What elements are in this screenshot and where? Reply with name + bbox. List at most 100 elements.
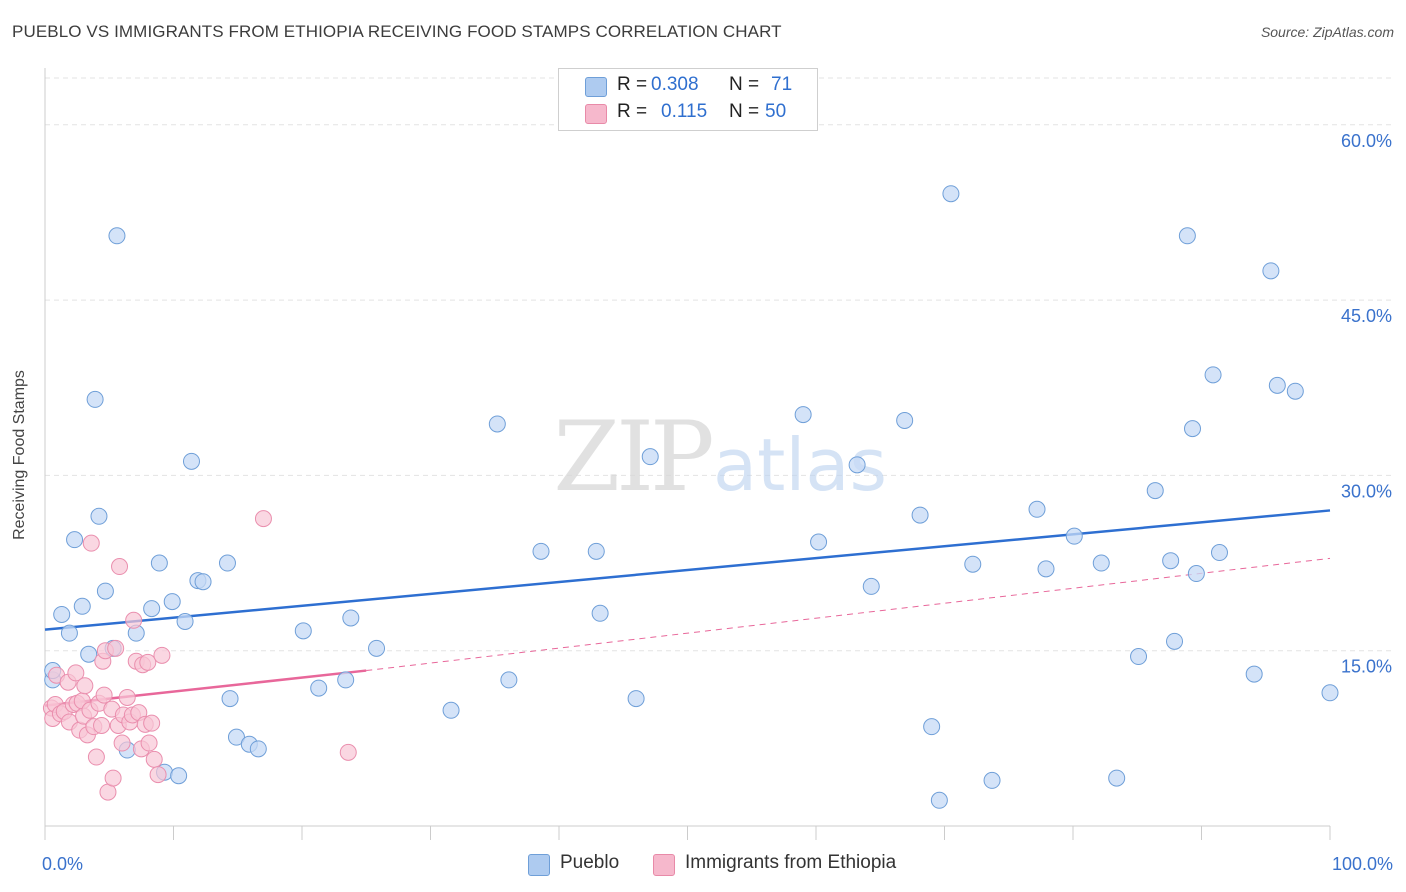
n-value-pueblo: 71: [771, 74, 793, 95]
x-tick-label: 0.0%: [42, 854, 83, 874]
chart-title: PUEBLO VS IMMIGRANTS FROM ETHIOPIA RECEI…: [12, 22, 782, 41]
point-pueblo: [1108, 769, 1126, 787]
point-pueblo: [1204, 366, 1222, 384]
point-pueblo: [923, 718, 941, 736]
point-pueblo: [1065, 527, 1083, 545]
chart-legend: Pueblo Immigrants from Ethiopia: [0, 852, 1406, 878]
x-tick-label: 100.0%: [1332, 854, 1393, 874]
point-pueblo: [294, 622, 312, 640]
point-ethiopia: [125, 611, 143, 629]
point-pueblo: [862, 577, 880, 595]
point-pueblo: [163, 593, 181, 611]
point-pueblo: [848, 456, 866, 474]
point-pueblo: [182, 452, 200, 470]
point-ethiopia: [118, 688, 136, 706]
point-pueblo: [983, 771, 1001, 789]
watermark-zip: ZIP: [553, 401, 712, 513]
point-pueblo: [249, 740, 267, 758]
axes: [44, 68, 1331, 840]
point-ethiopia: [111, 558, 129, 576]
stats-swatch-pueblo: [585, 77, 607, 97]
point-pueblo: [342, 609, 360, 627]
point-pueblo: [1268, 376, 1286, 394]
n-label: N =: [729, 74, 760, 95]
point-pueblo: [1321, 684, 1339, 702]
point-ethiopia: [149, 766, 167, 784]
point-pueblo: [794, 406, 812, 424]
point-pueblo: [442, 701, 460, 719]
point-pueblo: [143, 600, 161, 618]
point-ethiopia: [143, 714, 161, 732]
point-pueblo: [337, 671, 355, 689]
watermark: ZIP atlas: [553, 401, 887, 513]
n-label: N =: [729, 101, 760, 122]
point-ethiopia: [95, 686, 113, 704]
point-pueblo: [1166, 632, 1184, 650]
point-ethiopia: [107, 639, 125, 657]
point-pueblo: [1210, 544, 1228, 562]
tick-labels: 15.0% 30.0% 45.0% 60.0% 0.0% 100.0%: [42, 131, 1393, 874]
point-pueblo: [1028, 500, 1046, 518]
point-pueblo: [810, 533, 828, 551]
point-pueblo: [90, 507, 108, 525]
point-pueblo: [942, 185, 960, 203]
point-pueblo: [218, 554, 236, 572]
r-label: R =: [617, 74, 648, 95]
point-pueblo: [488, 415, 506, 433]
point-pueblo: [930, 791, 948, 809]
point-ethiopia: [139, 653, 157, 671]
point-ethiopia: [76, 677, 94, 695]
y-tick-label: 45.0%: [1341, 306, 1392, 326]
point-pueblo: [641, 448, 659, 466]
point-pueblo: [227, 728, 245, 746]
point-pueblo: [1262, 262, 1280, 280]
point-ethiopia: [254, 510, 272, 528]
trend-lines: [44, 509, 1331, 707]
point-ethiopia: [82, 534, 100, 552]
point-pueblo: [66, 531, 84, 549]
point-pueblo: [500, 671, 518, 689]
point-pueblo: [896, 411, 914, 429]
y-tick-label: 15.0%: [1341, 657, 1392, 677]
legend-label-ethiopia: Immigrants from Ethiopia: [685, 852, 897, 873]
point-ethiopia: [113, 734, 131, 752]
point-pueblo: [1184, 420, 1202, 438]
point-pueblo: [108, 227, 126, 245]
point-pueblo: [194, 573, 212, 591]
stats-legend-box: R = 0.308 N = 71 R = 0.115 N = 50: [558, 68, 818, 131]
point-pueblo: [911, 506, 929, 524]
point-pueblo: [150, 554, 168, 572]
point-pueblo: [170, 767, 188, 785]
r-label: R =: [617, 101, 648, 122]
point-pueblo: [532, 542, 550, 560]
point-pueblo: [176, 612, 194, 630]
y-tick-label: 30.0%: [1341, 481, 1392, 501]
legend-label-pueblo: Pueblo: [560, 852, 620, 873]
grid-lines: [45, 77, 1392, 652]
point-pueblo: [80, 645, 98, 663]
chart-source: Source: ZipAtlas.com: [1260, 24, 1394, 40]
stats-row-ethiopia: R = 0.115 N = 50: [559, 101, 817, 127]
point-pueblo: [1286, 382, 1304, 400]
point-pueblo: [1245, 665, 1263, 683]
point-pueblo: [221, 690, 239, 708]
point-pueblo: [73, 597, 91, 615]
point-pueblo: [1178, 227, 1196, 245]
point-pueblo: [368, 639, 386, 657]
point-pueblo: [53, 605, 71, 623]
point-pueblo: [1092, 554, 1110, 572]
trend-line-pueblo: [44, 509, 1331, 631]
point-ethiopia: [153, 646, 171, 664]
point-pueblo: [86, 390, 104, 408]
stats-swatch-ethiopia: [585, 104, 607, 124]
point-ethiopia: [145, 750, 163, 768]
stats-row-pueblo: R = 0.308 N = 71: [559, 74, 817, 100]
legend-swatch-pueblo: [528, 854, 550, 876]
trend-line-ethiopia-extrapolated: [366, 557, 1331, 672]
point-pueblo: [310, 679, 328, 697]
point-pueblo: [587, 542, 605, 560]
point-pueblo: [1187, 565, 1205, 583]
point-pueblo: [96, 582, 114, 600]
r-value-pueblo: 0.308: [651, 74, 699, 95]
